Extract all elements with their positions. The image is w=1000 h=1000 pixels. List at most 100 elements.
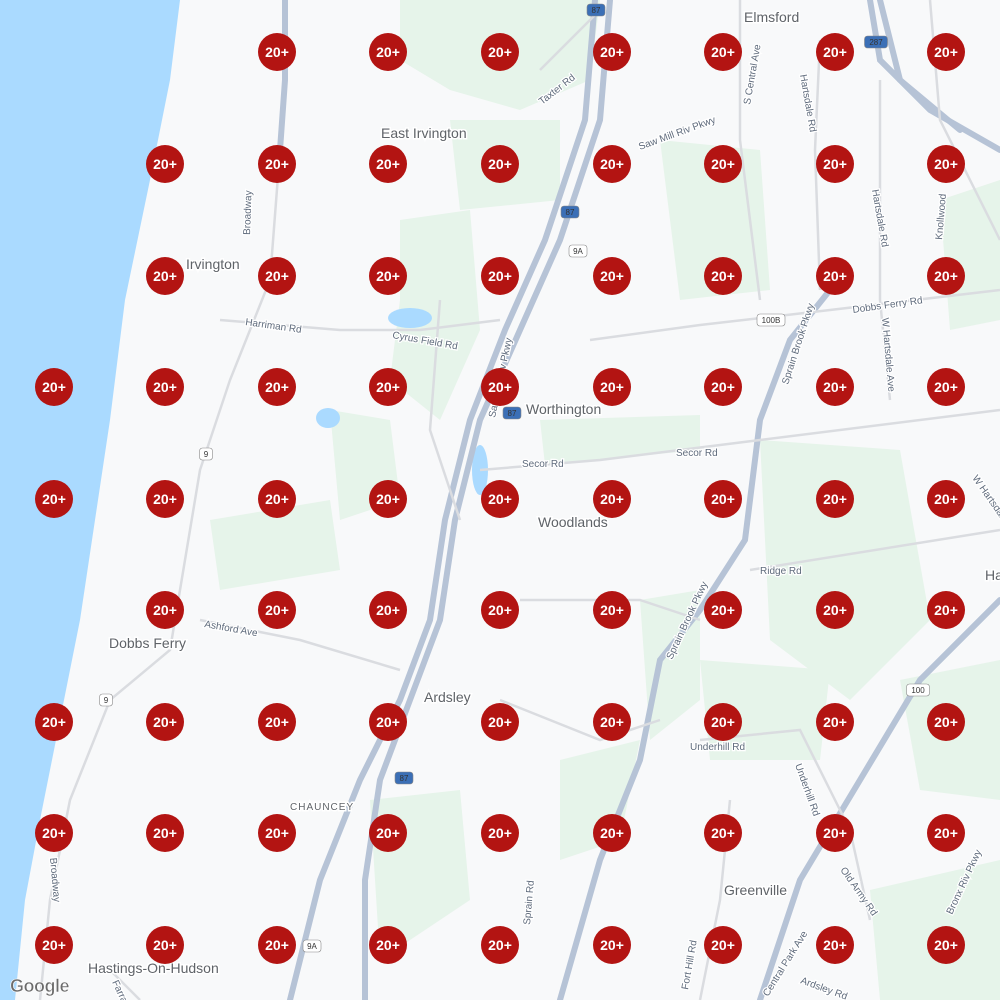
cluster-marker[interactable]: 20+ — [593, 257, 631, 295]
route-shield-label: 87 — [592, 6, 601, 15]
cluster-marker[interactable]: 20+ — [481, 814, 519, 852]
cluster-marker[interactable]: 20+ — [369, 257, 407, 295]
place-label: CHAUNCEY — [290, 802, 354, 813]
cluster-marker[interactable]: 20+ — [258, 480, 296, 518]
cluster-marker[interactable]: 20+ — [816, 145, 854, 183]
cluster-marker[interactable]: 20+ — [369, 368, 407, 406]
cluster-marker[interactable]: 20+ — [927, 926, 965, 964]
route-shield-icon — [394, 771, 414, 785]
place-label: Ha — [985, 567, 1000, 583]
cluster-marker[interactable]: 20+ — [369, 703, 407, 741]
route-shield-label: 287 — [869, 38, 883, 47]
route-shield-icon — [302, 939, 322, 953]
cluster-marker[interactable]: 20+ — [704, 145, 742, 183]
cluster-marker[interactable]: 20+ — [258, 591, 296, 629]
cluster-marker[interactable]: 20+ — [481, 926, 519, 964]
cluster-marker[interactable]: 20+ — [704, 257, 742, 295]
cluster-marker[interactable]: 20+ — [258, 703, 296, 741]
cluster-marker[interactable]: 20+ — [258, 33, 296, 71]
route-shield-icon — [99, 693, 113, 707]
cluster-marker[interactable]: 20+ — [369, 926, 407, 964]
cluster-marker[interactable]: 20+ — [593, 703, 631, 741]
place-label: Worthington — [526, 401, 601, 417]
route-shield-label: 9 — [204, 450, 209, 459]
cluster-marker[interactable]: 20+ — [927, 33, 965, 71]
cluster-marker[interactable]: 20+ — [816, 480, 854, 518]
route-shield-icon — [906, 683, 930, 697]
cluster-marker[interactable]: 20+ — [258, 145, 296, 183]
cluster-marker[interactable]: 20+ — [927, 703, 965, 741]
cluster-marker[interactable]: 20+ — [704, 33, 742, 71]
place-label: Woodlands — [538, 514, 608, 530]
cluster-marker[interactable]: 20+ — [146, 480, 184, 518]
cluster-marker[interactable]: 20+ — [816, 926, 854, 964]
cluster-marker[interactable]: 20+ — [593, 368, 631, 406]
cluster-marker[interactable]: 20+ — [481, 145, 519, 183]
cluster-marker[interactable]: 20+ — [704, 703, 742, 741]
cluster-marker[interactable]: 20+ — [258, 814, 296, 852]
cluster-marker[interactable]: 20+ — [369, 33, 407, 71]
cluster-marker[interactable]: 20+ — [146, 368, 184, 406]
cluster-marker[interactable]: 20+ — [35, 814, 73, 852]
cluster-marker[interactable]: 20+ — [927, 591, 965, 629]
cluster-marker[interactable]: 20+ — [481, 368, 519, 406]
cluster-marker[interactable]: 20+ — [593, 814, 631, 852]
cluster-marker[interactable]: 20+ — [35, 926, 73, 964]
cluster-marker[interactable]: 20+ — [146, 145, 184, 183]
cluster-marker[interactable]: 20+ — [593, 591, 631, 629]
cluster-marker[interactable]: 20+ — [35, 703, 73, 741]
google-logo: Google — [10, 976, 70, 997]
cluster-marker[interactable]: 20+ — [704, 814, 742, 852]
cluster-marker[interactable]: 20+ — [369, 480, 407, 518]
cluster-marker[interactable]: 20+ — [593, 145, 631, 183]
cluster-marker[interactable]: 20+ — [35, 480, 73, 518]
cluster-marker[interactable]: 20+ — [481, 33, 519, 71]
cluster-marker[interactable]: 20+ — [146, 926, 184, 964]
place-label: Elmsford — [744, 9, 799, 25]
cluster-marker[interactable]: 20+ — [146, 814, 184, 852]
road-label: Underhill Rd — [690, 742, 745, 753]
place-label: Ardsley — [424, 689, 471, 705]
cluster-marker[interactable]: 20+ — [35, 368, 73, 406]
cluster-marker[interactable]: 20+ — [593, 33, 631, 71]
cluster-marker[interactable]: 20+ — [704, 926, 742, 964]
cluster-marker[interactable]: 20+ — [146, 257, 184, 295]
cluster-marker[interactable]: 20+ — [481, 257, 519, 295]
road-label: Sprain Rd — [522, 880, 537, 925]
route-shield-icon — [560, 205, 580, 219]
cluster-marker[interactable]: 20+ — [927, 480, 965, 518]
cluster-marker[interactable]: 20+ — [146, 591, 184, 629]
cluster-marker[interactable]: 20+ — [927, 814, 965, 852]
road-label: Secor Rd — [522, 459, 564, 470]
cluster-marker[interactable]: 20+ — [593, 480, 631, 518]
cluster-marker[interactable]: 20+ — [816, 591, 854, 629]
cluster-marker[interactable]: 20+ — [481, 703, 519, 741]
cluster-marker[interactable]: 20+ — [816, 257, 854, 295]
cluster-marker[interactable]: 20+ — [816, 703, 854, 741]
cluster-marker[interactable]: 20+ — [593, 926, 631, 964]
cluster-marker[interactable]: 20+ — [369, 814, 407, 852]
cluster-marker[interactable]: 20+ — [369, 591, 407, 629]
cluster-marker[interactable]: 20+ — [704, 368, 742, 406]
cluster-marker[interactable]: 20+ — [704, 591, 742, 629]
cluster-marker[interactable]: 20+ — [816, 368, 854, 406]
cluster-marker[interactable]: 20+ — [927, 257, 965, 295]
cluster-marker[interactable]: 20+ — [369, 145, 407, 183]
cluster-marker[interactable]: 20+ — [258, 926, 296, 964]
cluster-marker[interactable]: 20+ — [146, 703, 184, 741]
road-label: Knollwood — [934, 193, 949, 240]
cluster-marker[interactable]: 20+ — [481, 480, 519, 518]
place-label: Dobbs Ferry — [109, 635, 186, 651]
cluster-marker[interactable]: 20+ — [258, 368, 296, 406]
route-shield-label: 100B — [762, 316, 781, 325]
cluster-marker[interactable]: 20+ — [927, 368, 965, 406]
cluster-marker[interactable]: 20+ — [704, 480, 742, 518]
cluster-marker[interactable]: 20+ — [258, 257, 296, 295]
cluster-marker[interactable]: 20+ — [816, 814, 854, 852]
place-label: Irvington — [186, 256, 240, 272]
road-label: Broadway — [47, 857, 62, 902]
cluster-marker[interactable]: 20+ — [481, 591, 519, 629]
cluster-marker[interactable]: 20+ — [927, 145, 965, 183]
route-shield-icon — [586, 3, 606, 17]
cluster-marker[interactable]: 20+ — [816, 33, 854, 71]
